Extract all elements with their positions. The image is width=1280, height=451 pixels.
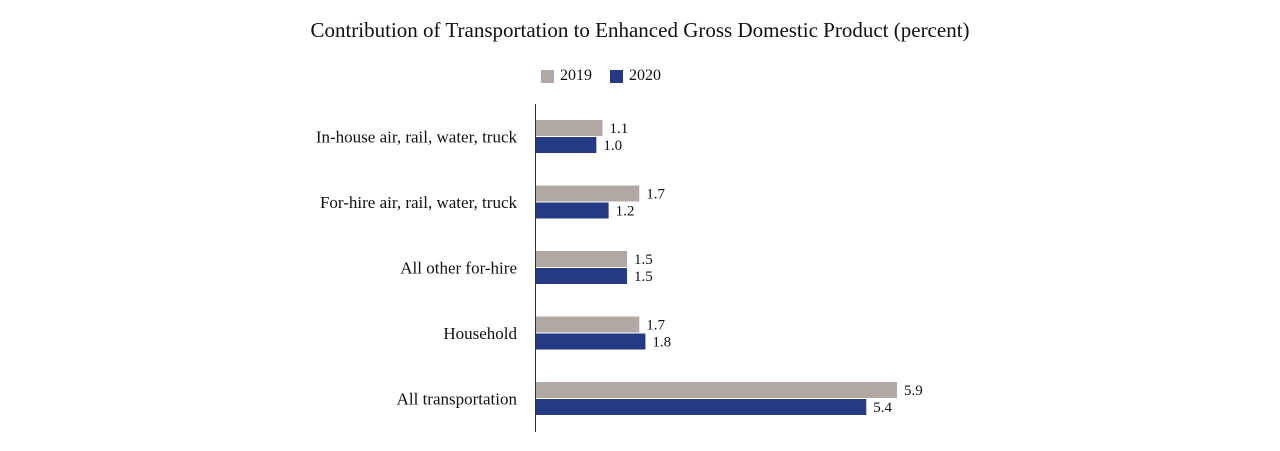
chart-title: Contribution of Transportation to Enhanc… <box>310 18 970 42</box>
bar-2020 <box>535 399 867 415</box>
category-label: For-hire air, rail, water, truck <box>320 193 518 212</box>
category-label: All other for-hire <box>400 259 517 278</box>
category-label: All transportation <box>397 390 518 409</box>
bar-2020 <box>535 137 597 153</box>
legend-label-2019: 2019 <box>560 67 592 84</box>
data-label-2019: 1.7 <box>646 187 665 203</box>
bar-2019 <box>535 316 640 333</box>
data-label-2020: 5.4 <box>873 400 892 416</box>
data-label-2020: 1.0 <box>603 138 622 154</box>
data-label-2019: 1.1 <box>609 121 628 137</box>
bar-2019 <box>535 185 640 202</box>
legend-label-2020: 2020 <box>629 67 661 84</box>
legend-item-2020: 2020 <box>610 67 661 85</box>
legend-swatch-2020 <box>610 69 623 83</box>
bar-2019 <box>535 382 897 398</box>
data-label-2019: 1.5 <box>634 252 653 268</box>
bar-2020 <box>535 268 628 284</box>
data-label-2020: 1.8 <box>652 335 671 351</box>
bar-2019 <box>535 251 628 267</box>
bar-2020 <box>535 202 609 219</box>
data-label-2020: 1.2 <box>616 204 635 220</box>
legend-item-2019: 2019 <box>541 67 592 85</box>
category-label: In-house air, rail, water, truck <box>316 128 518 147</box>
data-label-2019: 1.7 <box>646 318 665 334</box>
category-label: Household <box>443 324 517 343</box>
data-label-2019: 5.9 <box>904 383 923 399</box>
bar-2020 <box>535 333 646 350</box>
legend: 2019 2020 <box>541 67 679 85</box>
data-label-2020: 1.5 <box>634 269 653 285</box>
legend-swatch-2019 <box>541 69 554 83</box>
bar-2019 <box>535 120 603 136</box>
